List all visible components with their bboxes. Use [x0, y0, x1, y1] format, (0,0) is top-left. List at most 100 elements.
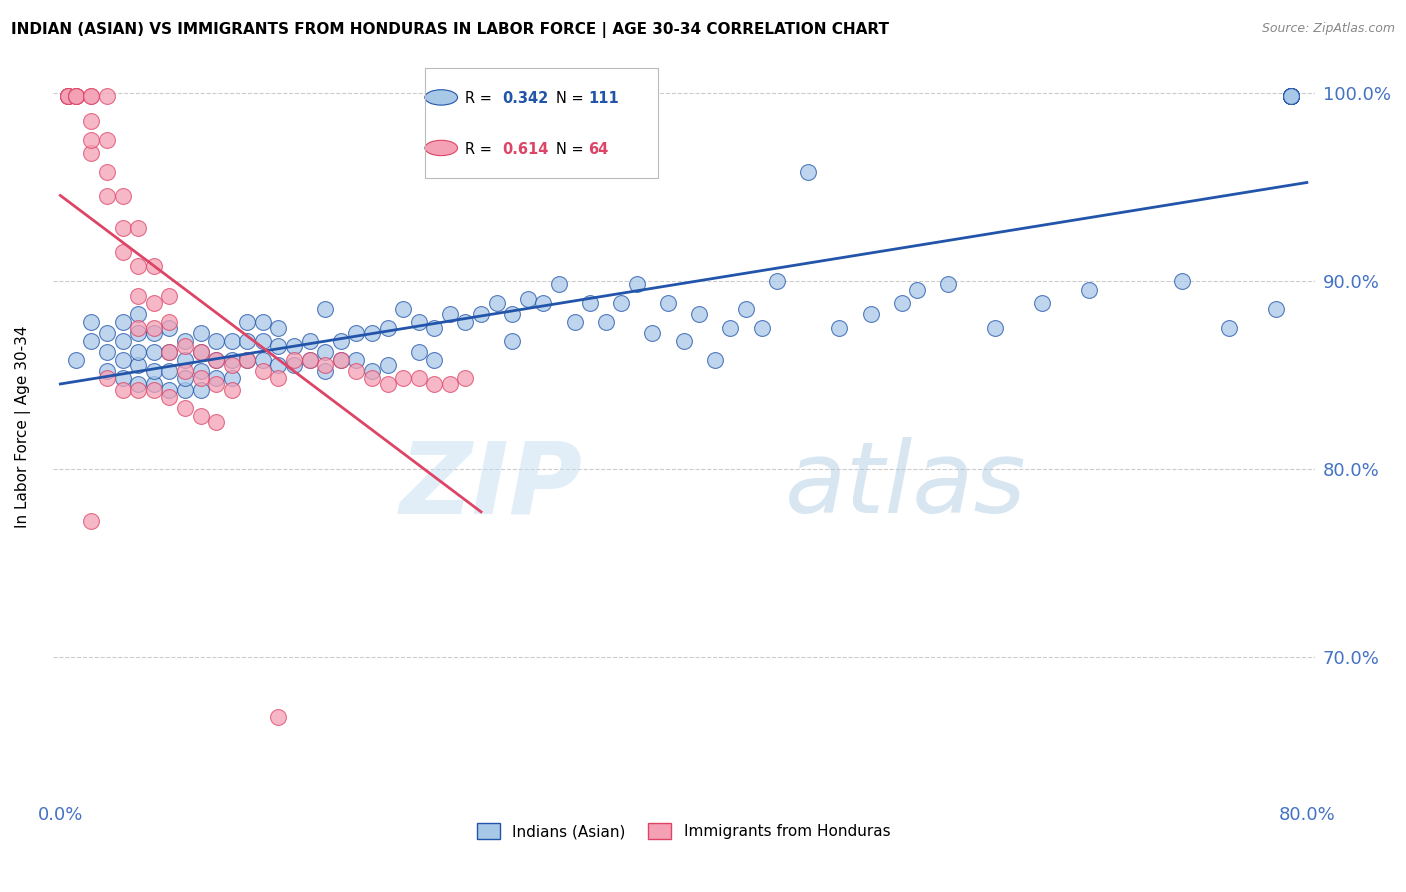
- Point: [142, 345, 165, 359]
- Point: [190, 409, 212, 423]
- Point: [190, 371, 212, 385]
- Point: [344, 364, 367, 378]
- Point: [96, 364, 118, 378]
- Point: [454, 315, 477, 329]
- Text: Source: ZipAtlas.com: Source: ZipAtlas.com: [1261, 22, 1395, 36]
- Point: [859, 308, 882, 322]
- Point: [221, 352, 243, 367]
- Point: [1279, 89, 1302, 103]
- Point: [221, 371, 243, 385]
- Point: [111, 334, 134, 348]
- Point: [283, 358, 305, 372]
- Point: [56, 89, 79, 103]
- Point: [80, 133, 103, 147]
- Point: [485, 296, 508, 310]
- Point: [423, 352, 446, 367]
- Point: [267, 320, 290, 334]
- Point: [157, 315, 180, 329]
- Point: [157, 383, 180, 397]
- Point: [252, 352, 274, 367]
- Text: INDIAN (ASIAN) VS IMMIGRANTS FROM HONDURAS IN LABOR FORCE | AGE 30-34 CORRELATIO: INDIAN (ASIAN) VS IMMIGRANTS FROM HONDUR…: [11, 22, 889, 38]
- Point: [1279, 89, 1302, 103]
- Point: [1218, 320, 1240, 334]
- Point: [111, 383, 134, 397]
- Point: [127, 288, 149, 302]
- Point: [361, 326, 384, 341]
- Point: [80, 514, 103, 528]
- Point: [205, 352, 228, 367]
- Point: [516, 293, 538, 307]
- Point: [938, 277, 960, 292]
- Point: [127, 259, 149, 273]
- Point: [1279, 89, 1302, 103]
- Point: [626, 277, 648, 292]
- Point: [174, 371, 197, 385]
- Point: [703, 352, 725, 367]
- Point: [610, 296, 633, 310]
- Point: [657, 296, 679, 310]
- Point: [157, 320, 180, 334]
- Point: [56, 89, 79, 103]
- Point: [984, 320, 1007, 334]
- Point: [96, 89, 118, 103]
- Point: [252, 334, 274, 348]
- Point: [127, 326, 149, 341]
- Point: [190, 383, 212, 397]
- Point: [501, 334, 523, 348]
- Point: [439, 308, 461, 322]
- Point: [96, 164, 118, 178]
- Point: [111, 352, 134, 367]
- Point: [142, 320, 165, 334]
- Point: [236, 352, 259, 367]
- Point: [423, 377, 446, 392]
- Point: [1279, 89, 1302, 103]
- Point: [688, 308, 710, 322]
- Point: [111, 245, 134, 260]
- Point: [283, 339, 305, 353]
- Point: [751, 320, 773, 334]
- Point: [65, 89, 87, 103]
- Point: [267, 358, 290, 372]
- Point: [174, 352, 197, 367]
- Point: [111, 371, 134, 385]
- Point: [96, 133, 118, 147]
- Point: [205, 415, 228, 429]
- Point: [236, 352, 259, 367]
- Point: [127, 383, 149, 397]
- Point: [564, 315, 586, 329]
- Point: [205, 377, 228, 392]
- Point: [80, 145, 103, 160]
- Point: [190, 364, 212, 378]
- Point: [298, 334, 321, 348]
- Point: [236, 315, 259, 329]
- Point: [96, 345, 118, 359]
- Point: [142, 259, 165, 273]
- Point: [314, 345, 336, 359]
- Point: [236, 334, 259, 348]
- Text: atlas: atlas: [785, 437, 1026, 534]
- Point: [377, 358, 399, 372]
- Point: [298, 352, 321, 367]
- Point: [80, 334, 103, 348]
- Point: [454, 371, 477, 385]
- Point: [190, 345, 212, 359]
- Point: [1279, 89, 1302, 103]
- Point: [205, 352, 228, 367]
- Point: [157, 390, 180, 404]
- Point: [329, 352, 352, 367]
- Point: [905, 283, 928, 297]
- Point: [174, 401, 197, 416]
- Point: [283, 352, 305, 367]
- Point: [408, 371, 430, 385]
- Point: [157, 364, 180, 378]
- Point: [828, 320, 851, 334]
- Point: [80, 114, 103, 128]
- Point: [267, 709, 290, 723]
- Point: [548, 277, 571, 292]
- Point: [329, 334, 352, 348]
- Point: [672, 334, 695, 348]
- Point: [267, 339, 290, 353]
- Point: [1264, 301, 1286, 316]
- Point: [377, 320, 399, 334]
- Point: [142, 326, 165, 341]
